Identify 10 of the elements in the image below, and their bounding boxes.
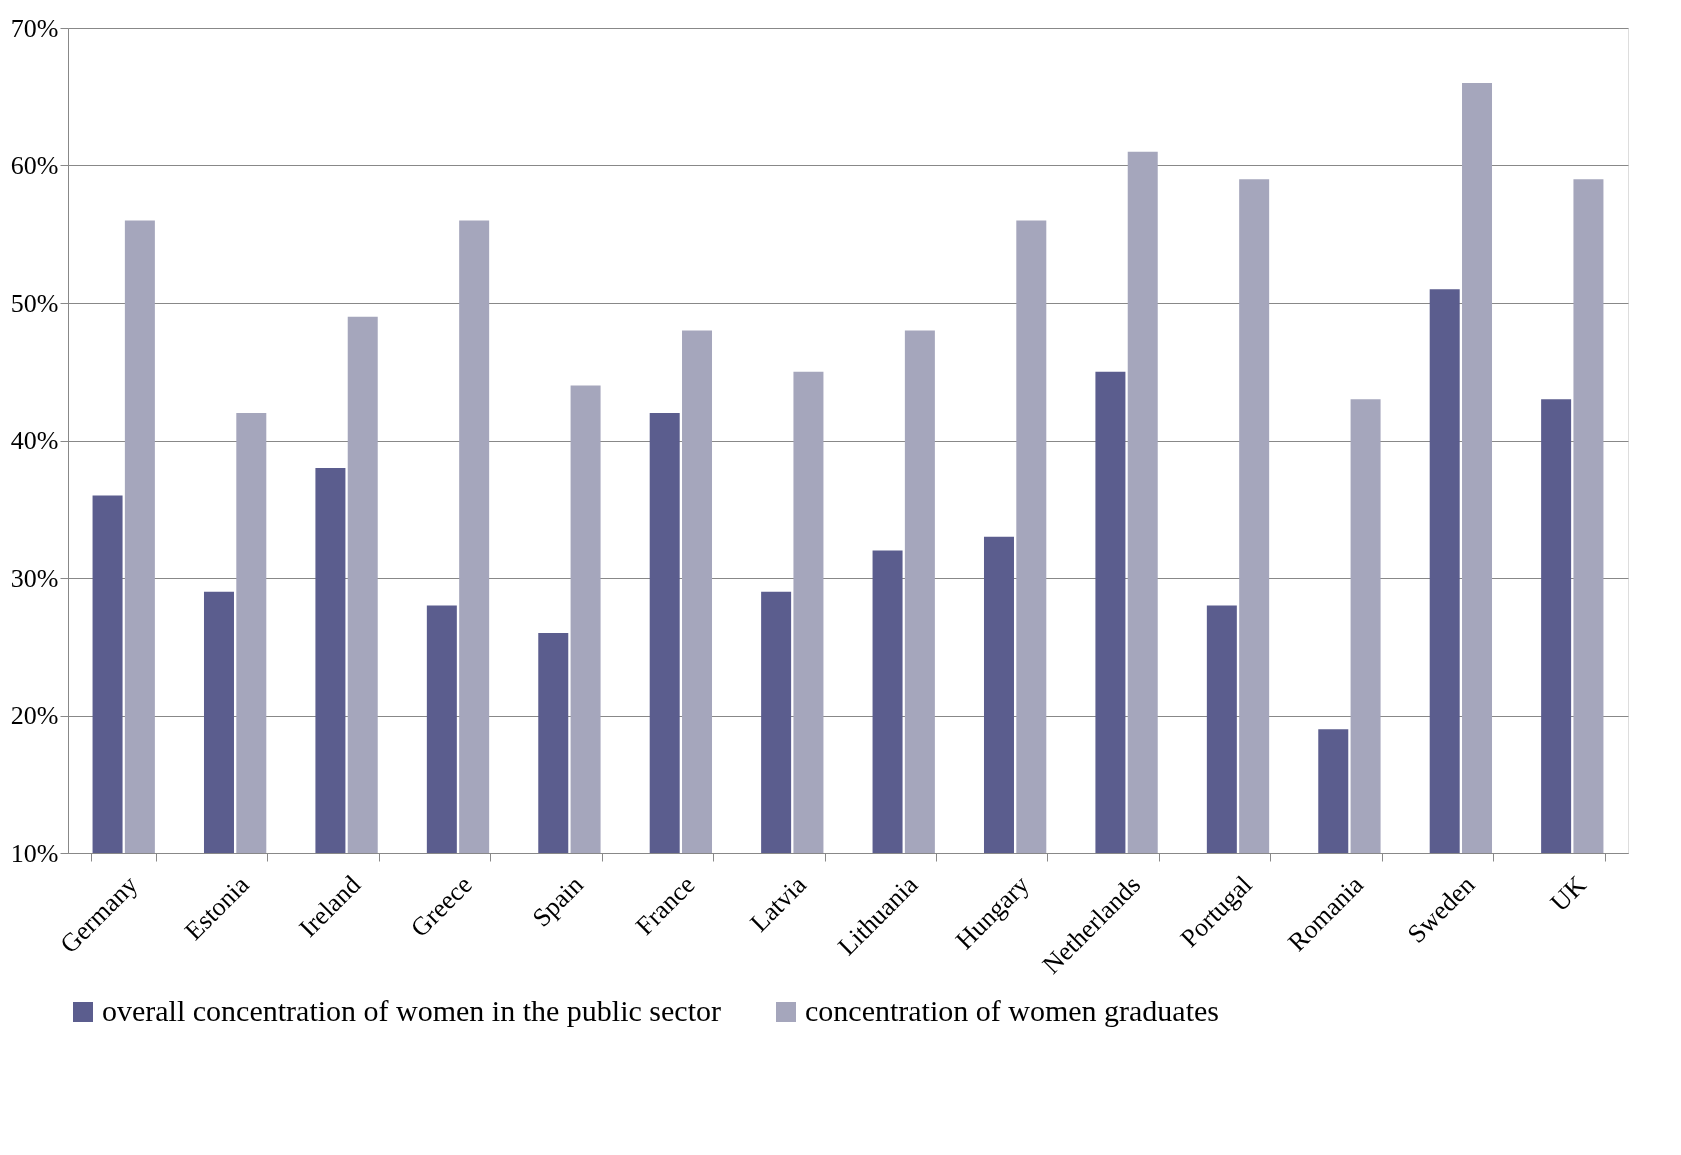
y-tick-label: 50% [10, 288, 59, 318]
legend-label: overall concentration of women in the public sector [102, 994, 721, 1027]
y-tick-label: 60% [10, 151, 59, 180]
y-tick-label: 70% [10, 13, 59, 43]
y-tick-label: 30% [10, 563, 59, 593]
y-tick-label: 20% [10, 701, 59, 730]
y-tick-label: 40% [10, 426, 59, 455]
y-tick-label: 10% [10, 838, 59, 868]
legend-label: concentration of women graduates [805, 994, 1220, 1027]
x-tick-label: UK [1544, 869, 1593, 918]
